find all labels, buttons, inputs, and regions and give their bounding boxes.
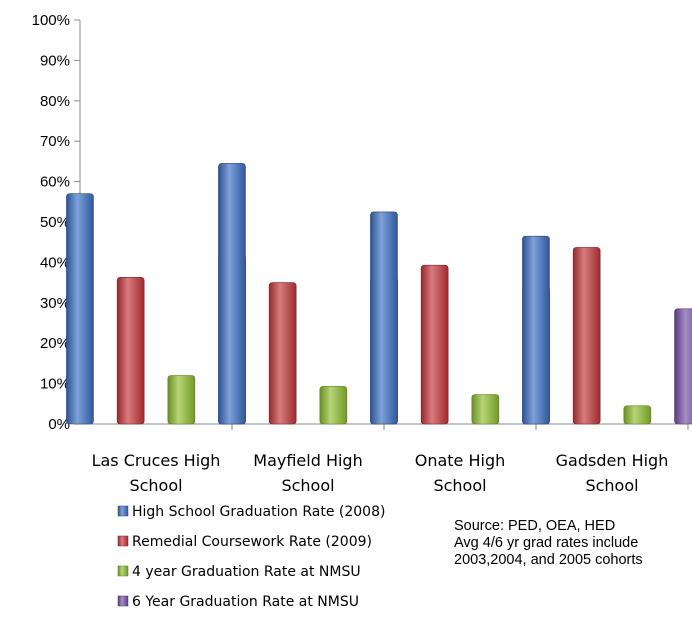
- y-tick-label: 60%: [40, 174, 70, 191]
- bar-2-2: [471, 394, 500, 425]
- legend-swatch: [117, 565, 129, 577]
- annotation-line: Avg 4/6 yr grad rates include: [454, 535, 638, 551]
- category-label: School: [281, 476, 334, 495]
- bar-1-1: [268, 282, 297, 425]
- bar-2-0: [167, 375, 196, 425]
- legend: High School Graduation Rate (2008) Remedi…: [117, 504, 385, 610]
- bar-series: [66, 163, 692, 425]
- category-label: Las Cruces High: [92, 451, 221, 470]
- legend-label: 6 Year Graduation Rate at NMSU: [132, 594, 359, 610]
- y-tick-label: 40%: [40, 254, 70, 271]
- y-tick-label: 100%: [32, 12, 70, 29]
- bar-0-1: [218, 163, 246, 425]
- bar-1-2: [420, 264, 449, 425]
- bar-2-1: [319, 386, 348, 425]
- bar-1-3: [572, 247, 601, 425]
- x-axis-category-labels: Las Cruces High School Mayfield High School…: [92, 451, 669, 495]
- category-label: School: [433, 476, 486, 495]
- y-tick-label: 0%: [48, 416, 70, 433]
- legend-label: Remedial Coursework Rate (2009): [132, 534, 372, 550]
- category-label: Gadsden High: [556, 451, 669, 470]
- bar-0-2: [370, 211, 398, 425]
- bar-3-3: [674, 308, 692, 425]
- annotation-line: Source: PED, OEA, HED: [454, 518, 615, 534]
- legend-label: High School Graduation Rate (2008): [132, 504, 385, 520]
- legend-label: 4 year Graduation Rate at NMSU: [132, 564, 361, 580]
- y-tick-label: 30%: [40, 295, 70, 312]
- y-tick-label: 10%: [40, 376, 70, 393]
- legend-swatch: [117, 595, 129, 607]
- bar-2-3: [623, 405, 652, 425]
- category-label: School: [129, 476, 182, 495]
- y-tick-label: 50%: [40, 214, 70, 231]
- category-label: Mayfield High: [253, 451, 362, 470]
- y-tick-label: 90%: [40, 52, 70, 69]
- legend-swatch: [117, 535, 129, 547]
- category-label: Onate High: [415, 451, 506, 470]
- category-label: School: [585, 476, 638, 495]
- y-axis-tick-labels: 0% 10% 20% 30% 40% 50% 60% 70% 80% 90% 100%: [32, 12, 70, 433]
- y-tick-label: 20%: [40, 335, 70, 352]
- annotation-line: 2003,2004, and 2005 cohorts: [454, 552, 643, 568]
- bar-0-3: [522, 235, 550, 425]
- y-tick-label: 70%: [40, 133, 70, 150]
- legend-swatch: [117, 505, 129, 517]
- bar-0-0: [66, 193, 94, 425]
- bar-1-0: [116, 277, 145, 425]
- y-tick-label: 80%: [40, 93, 70, 110]
